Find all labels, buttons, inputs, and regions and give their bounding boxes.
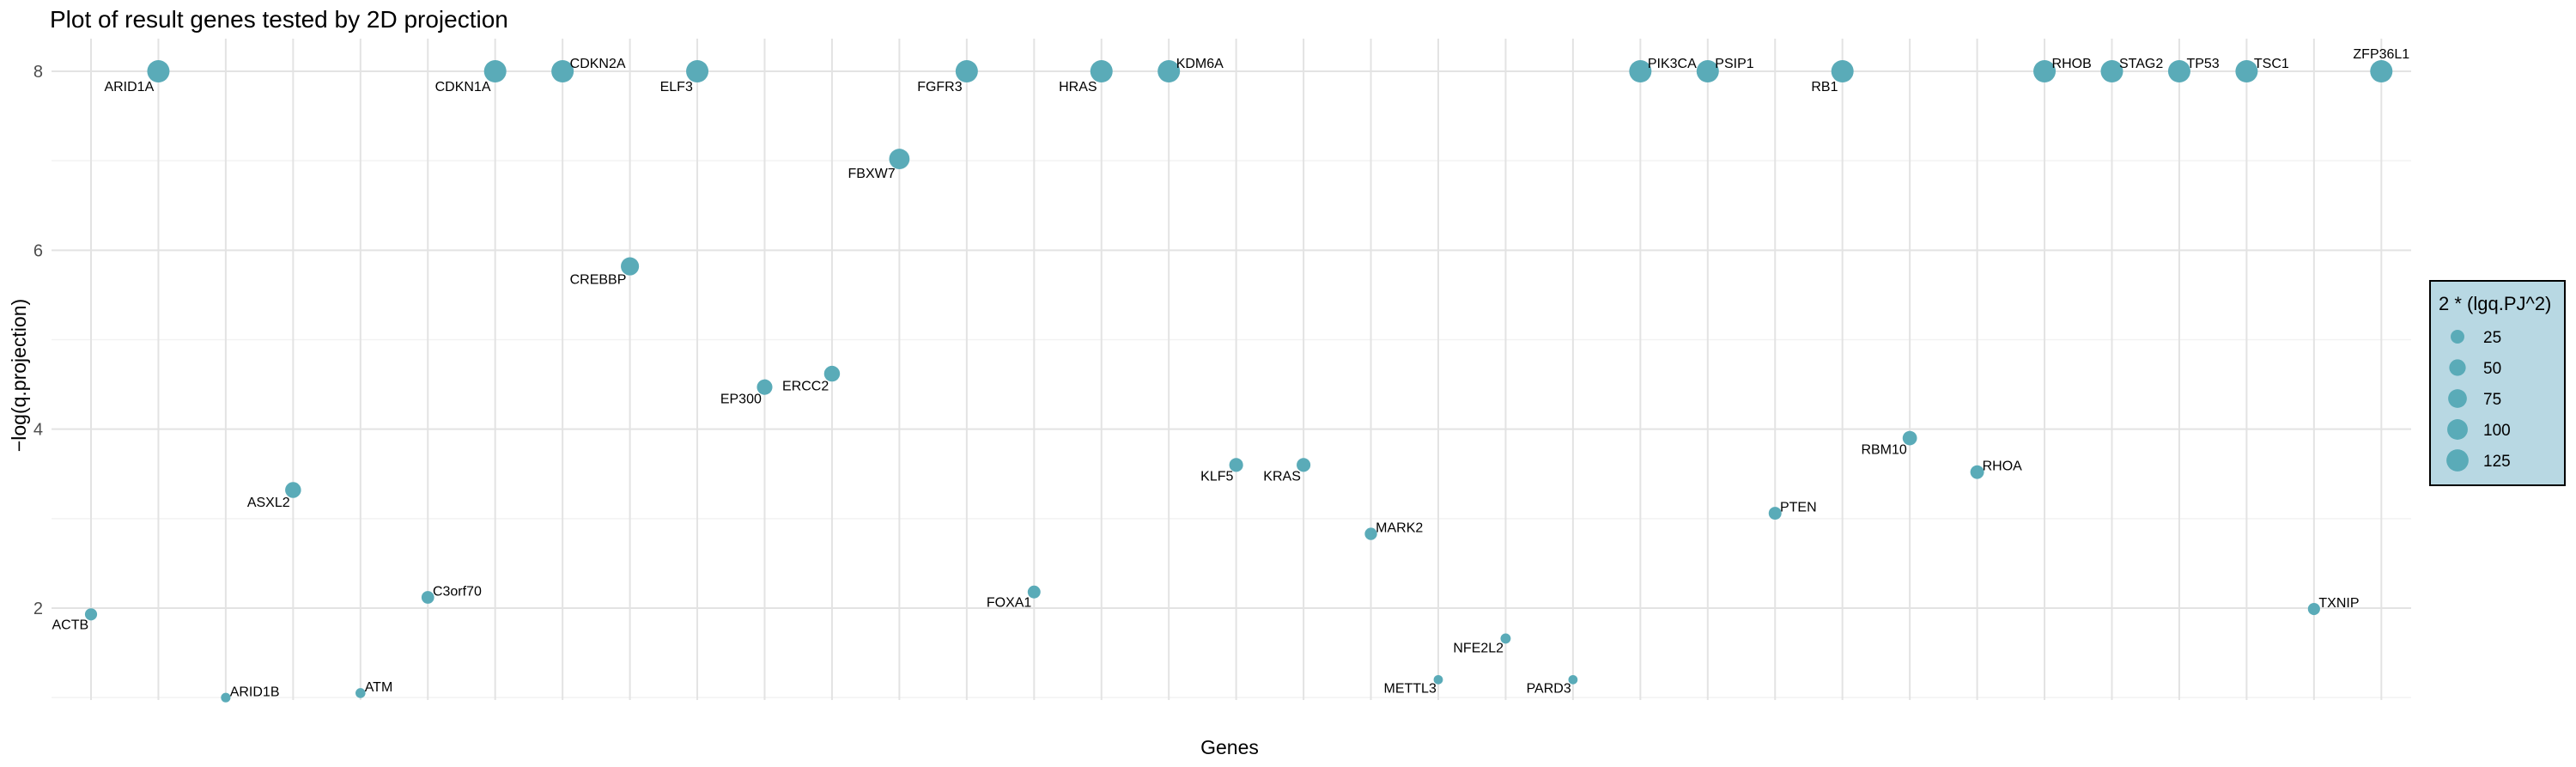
point-label: ARID1A bbox=[104, 80, 154, 94]
point-label: TSC1 bbox=[2254, 57, 2289, 71]
point-label: ARID1B bbox=[230, 685, 280, 699]
legend-label: 25 bbox=[2483, 329, 2501, 347]
point-rhoa bbox=[1970, 465, 1984, 479]
point-ep300 bbox=[756, 379, 773, 395]
point-tsc1 bbox=[2235, 60, 2258, 82]
y-axis-title: −log(q.projection) bbox=[8, 299, 30, 452]
data-points bbox=[84, 60, 2393, 703]
point-label: TP53 bbox=[2186, 57, 2219, 71]
y-tick-label: 8 bbox=[33, 63, 43, 82]
point-label: RB1 bbox=[1811, 80, 1838, 94]
point-fbxw7 bbox=[889, 149, 910, 169]
point-label: C3orf70 bbox=[433, 584, 482, 599]
point-atm bbox=[355, 688, 366, 698]
legend-label: 50 bbox=[2483, 360, 2501, 378]
point-cdkn1a bbox=[483, 60, 507, 82]
point-label: KLF5 bbox=[1200, 469, 1233, 484]
point-labels: ACTB ARID1A ARID1B ASXL2 ATM C3orf70 CDKN1A CDK… bbox=[52, 47, 2409, 699]
legend-key bbox=[2449, 359, 2466, 376]
point-label: TXNIP bbox=[2318, 596, 2359, 611]
point-zfp36l1 bbox=[2370, 60, 2393, 82]
point-elf3 bbox=[686, 60, 709, 82]
point-pik3ca bbox=[1629, 60, 1652, 82]
point-label: PARD3 bbox=[1527, 682, 1571, 697]
point-ercc2 bbox=[823, 365, 841, 382]
legend-label: 100 bbox=[2483, 422, 2511, 440]
point-klf5 bbox=[1229, 458, 1243, 472]
point-txnip bbox=[2307, 602, 2320, 616]
point-label: ELF3 bbox=[660, 80, 693, 94]
point-label: FGFR3 bbox=[917, 80, 963, 94]
point-asxl2 bbox=[285, 482, 301, 498]
point-label: ERCC2 bbox=[782, 379, 829, 393]
legend-items: 25 50 75 100 125 bbox=[2446, 329, 2511, 472]
point-label: MARK2 bbox=[1376, 520, 1423, 535]
point-tp53 bbox=[2167, 60, 2190, 82]
point-label: RHOB bbox=[2052, 57, 2092, 71]
point-foxa1 bbox=[1027, 585, 1041, 599]
point-kdm6a bbox=[1157, 60, 1181, 82]
legend-key bbox=[2446, 449, 2469, 472]
grid bbox=[52, 39, 2411, 700]
y-tick-label: 6 bbox=[33, 241, 43, 260]
point-kras bbox=[1297, 458, 1311, 472]
legend-key bbox=[2447, 419, 2468, 440]
point-actb bbox=[84, 608, 98, 621]
point-arid1a bbox=[147, 60, 170, 82]
point-label: RBM10 bbox=[1861, 442, 1906, 457]
point-label: FBXW7 bbox=[848, 167, 896, 181]
point-rhob bbox=[2033, 60, 2057, 82]
point-rbm10 bbox=[1902, 430, 1917, 446]
point-stag2 bbox=[2100, 60, 2123, 82]
legend: 2 * (lgq.PJ^2) 25 50 75 100 125 bbox=[2429, 280, 2566, 486]
point-label: KRAS bbox=[1263, 469, 1301, 484]
point-nfe2l2 bbox=[1500, 633, 1511, 644]
point-pard3 bbox=[1568, 674, 1578, 685]
point-label: RHOA bbox=[1983, 459, 2023, 473]
point-label: ATM bbox=[365, 680, 393, 695]
point-arid1b bbox=[221, 692, 231, 703]
point-label: ZFP36L1 bbox=[2353, 47, 2409, 62]
point-crebbp bbox=[621, 257, 640, 276]
point-c3orf70 bbox=[421, 591, 434, 604]
legend-key bbox=[2448, 389, 2467, 408]
legend-label: 75 bbox=[2483, 391, 2501, 409]
point-label: FOXA1 bbox=[987, 596, 1032, 611]
legend-key bbox=[2451, 330, 2464, 344]
point-label: NFE2L2 bbox=[1453, 641, 1504, 655]
chart-title: Plot of result genes tested by 2D projec… bbox=[50, 6, 508, 33]
point-label: PTEN bbox=[1780, 500, 1817, 514]
point-label: STAG2 bbox=[2119, 57, 2163, 71]
point-rb1 bbox=[1831, 60, 1854, 82]
point-cdkn2a bbox=[551, 60, 574, 82]
x-axis-title: Genes bbox=[1200, 736, 1259, 758]
point-fgfr3 bbox=[955, 60, 978, 82]
y-tick-label: 2 bbox=[33, 600, 43, 618]
point-label: ACTB bbox=[52, 618, 88, 632]
point-label: CDKN2A bbox=[570, 57, 626, 71]
point-label: PIK3CA bbox=[1648, 57, 1697, 71]
point-psip1 bbox=[1696, 60, 1719, 82]
point-hras bbox=[1090, 60, 1113, 82]
point-label: KDM6A bbox=[1176, 57, 1224, 71]
point-label: CDKN1A bbox=[435, 80, 491, 94]
point-label: EP300 bbox=[720, 393, 762, 407]
point-mark2 bbox=[1364, 527, 1377, 540]
point-mettl3 bbox=[1433, 674, 1443, 685]
point-label: METTL3 bbox=[1384, 682, 1437, 697]
legend-title: 2 * (lgq.PJ^2) bbox=[2439, 293, 2551, 314]
point-label: CREBBP bbox=[570, 273, 627, 288]
point-pten bbox=[1768, 507, 1782, 520]
y-axis-ticks: 2 4 6 8 bbox=[33, 63, 43, 618]
y-tick-label: 4 bbox=[33, 421, 43, 440]
point-label: HRAS bbox=[1059, 80, 1097, 94]
point-label: PSIP1 bbox=[1715, 57, 1753, 71]
point-label: ASXL2 bbox=[247, 496, 290, 510]
legend-label: 125 bbox=[2483, 453, 2511, 471]
